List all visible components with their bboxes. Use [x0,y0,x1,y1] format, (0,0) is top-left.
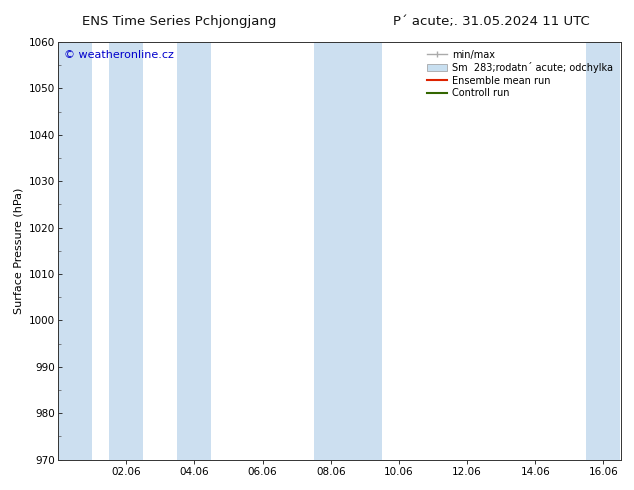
Y-axis label: Surface Pressure (hPa): Surface Pressure (hPa) [13,188,23,314]
Legend: min/max, Sm  283;rodatn´ acute; odchylka, Ensemble mean run, Controll run: min/max, Sm 283;rodatn´ acute; odchylka,… [425,47,616,101]
Bar [348,42,382,460]
Text: ENS Time Series Pchjongjang: ENS Time Series Pchjongjang [82,15,277,28]
Bar [58,42,92,460]
Bar [314,42,348,460]
Text: © weatheronline.cz: © weatheronline.cz [63,50,174,60]
Bar [178,42,212,460]
Bar [109,42,143,460]
Bar [586,42,621,460]
Text: P´ acute;. 31.05.2024 11 UTC: P´ acute;. 31.05.2024 11 UTC [393,15,590,28]
